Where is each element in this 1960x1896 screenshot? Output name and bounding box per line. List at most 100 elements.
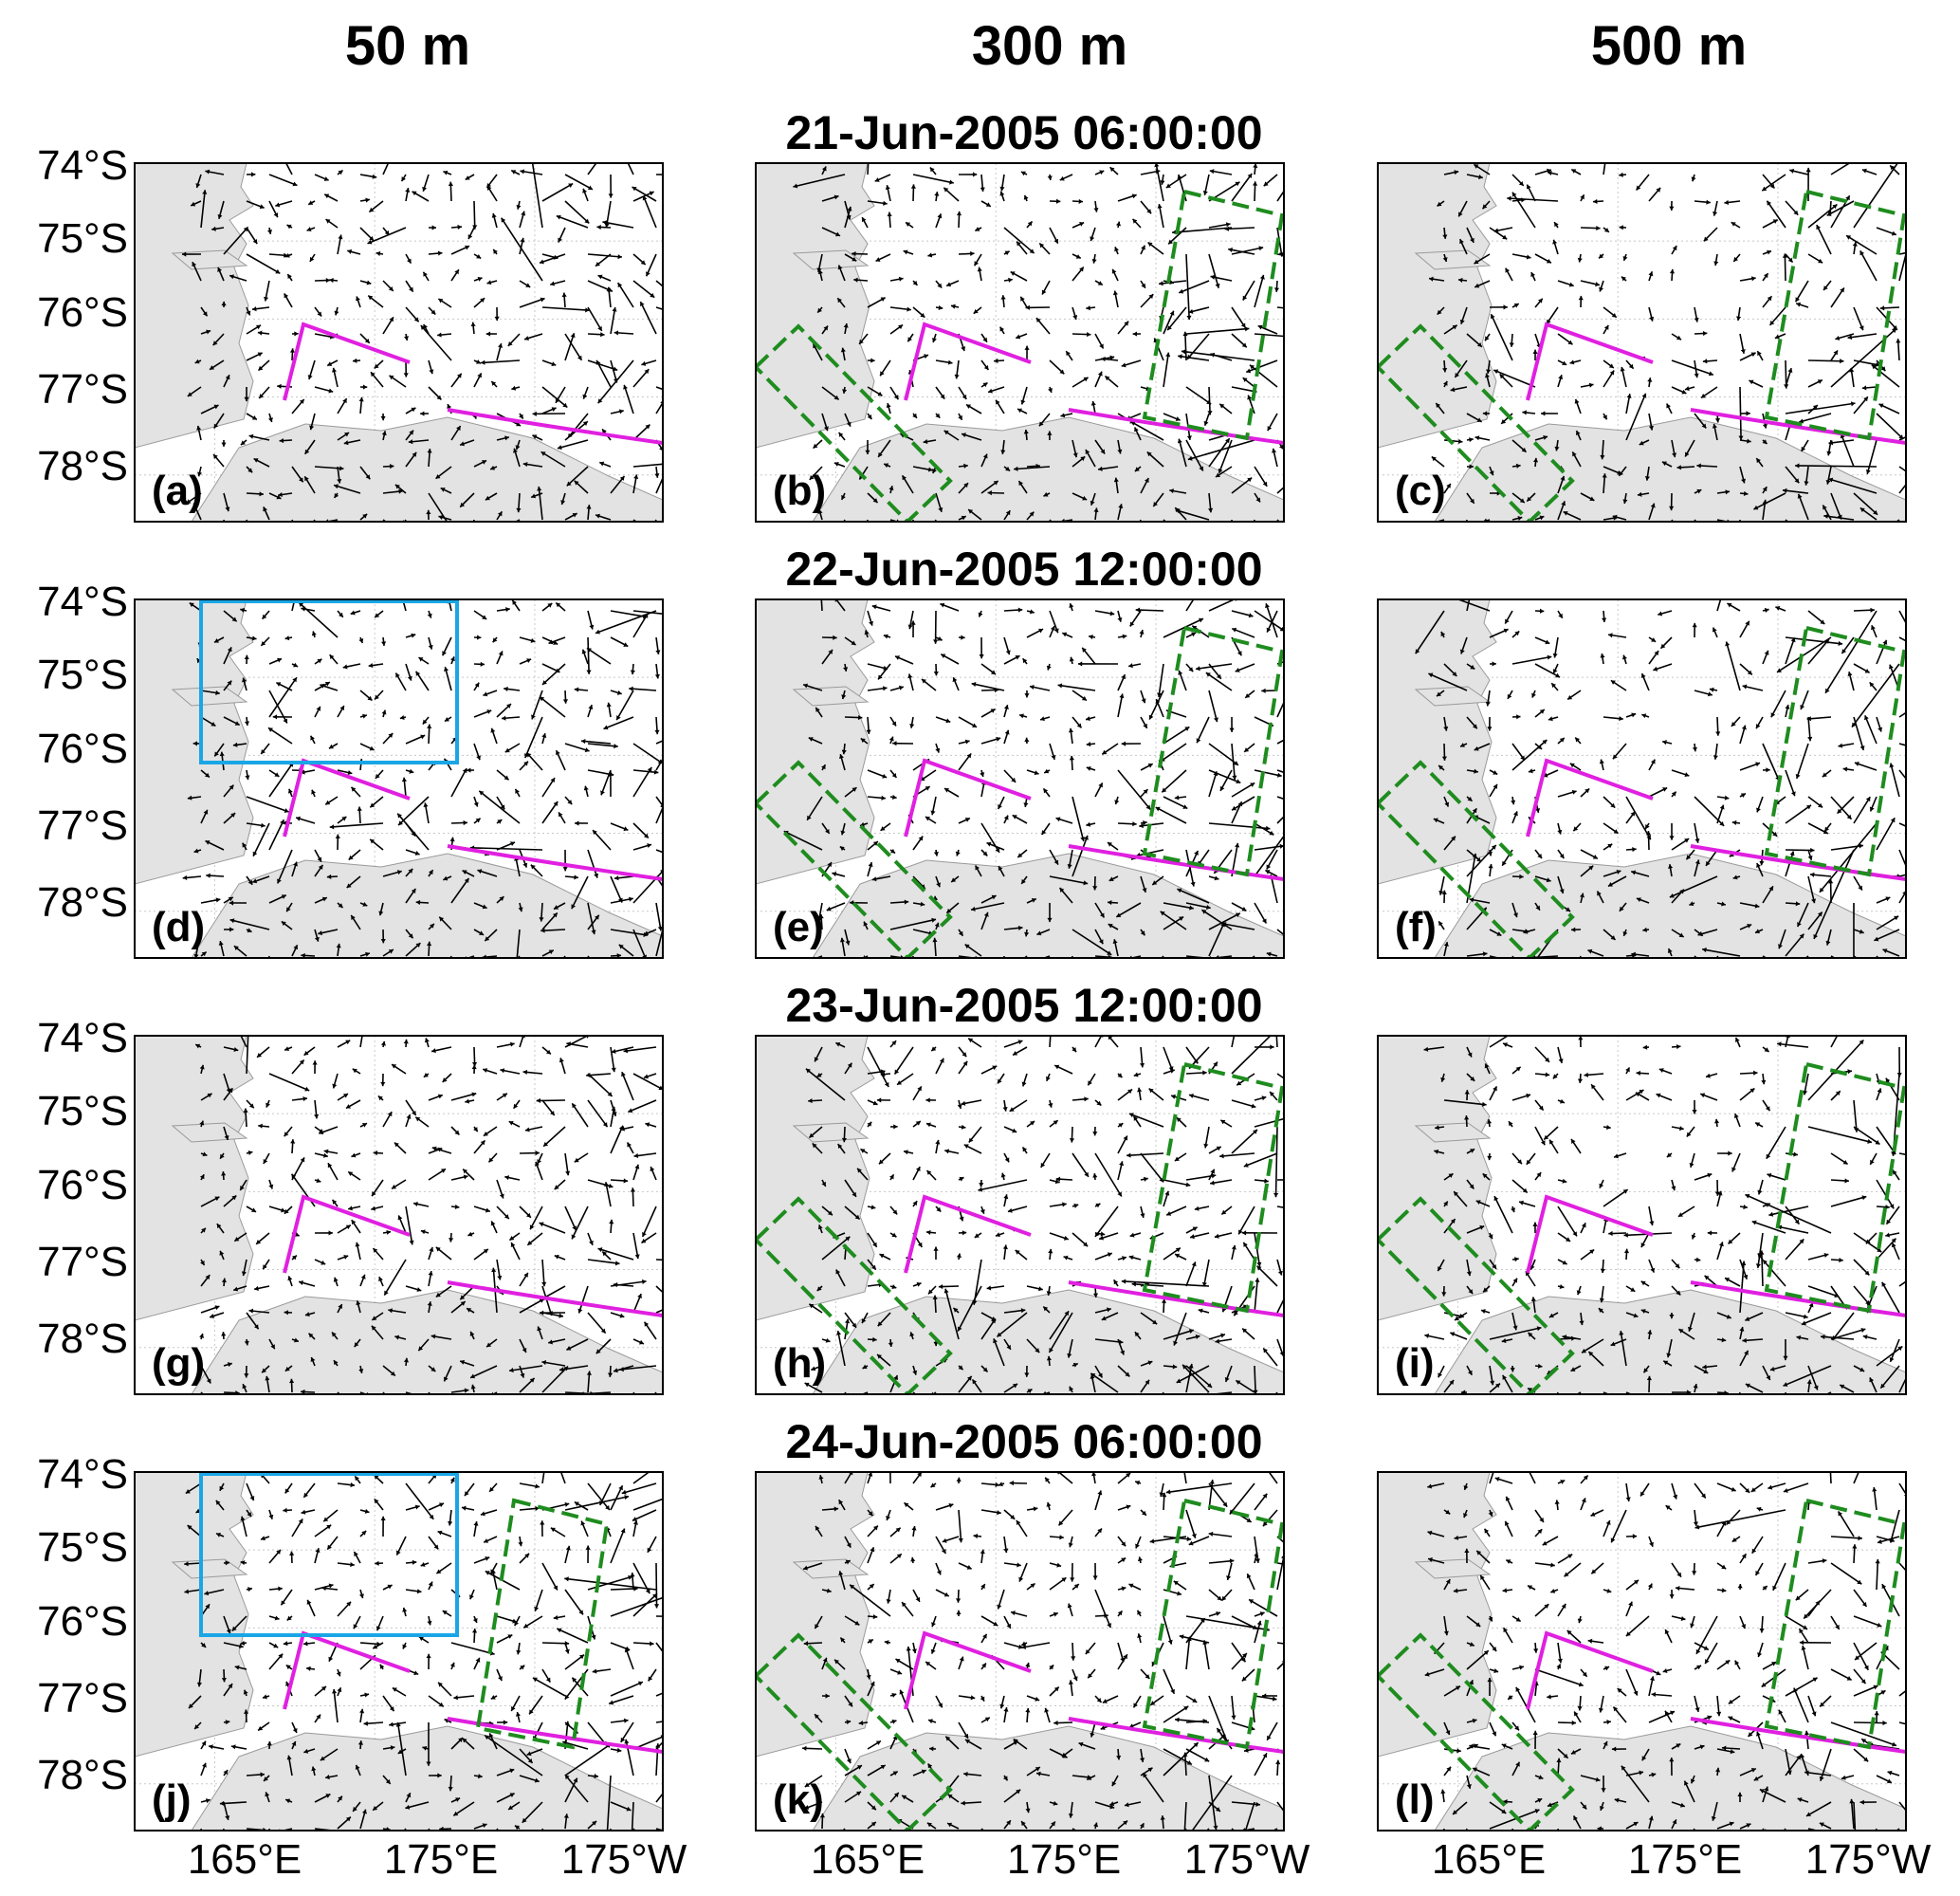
velocity-arrowhead: [860, 1149, 866, 1153]
velocity-arrowhead: [1122, 634, 1127, 639]
velocity-arrowhead: [1107, 1252, 1112, 1258]
velocity-arrowhead: [497, 819, 503, 824]
velocity-arrowhead: [1824, 638, 1829, 644]
velocity-arrowhead: [521, 211, 526, 216]
velocity-arrowhead: [1442, 367, 1448, 373]
velocity-arrowhead: [206, 873, 211, 878]
velocity-arrowhead: [454, 1204, 460, 1210]
velocity-arrow: [1785, 849, 1815, 852]
velocity-arrow: [1195, 663, 1233, 671]
velocity-arrowhead: [557, 445, 562, 451]
velocity-arrowhead: [457, 373, 462, 378]
velocity-arrowhead: [366, 280, 372, 285]
velocity-arrowhead: [1038, 1286, 1043, 1292]
velocity-arrowhead: [408, 933, 413, 939]
velocity-arrowhead: [338, 234, 343, 240]
velocity-arrowhead: [504, 775, 509, 781]
velocity-arrowhead: [617, 283, 623, 288]
velocity-arrowhead: [1794, 478, 1800, 484]
velocity-arrowhead: [1859, 843, 1863, 849]
velocity-arrow: [932, 1391, 937, 1394]
velocity-arrowhead: [616, 690, 622, 695]
velocity-arrowhead: [299, 1279, 303, 1285]
velocity-arrowhead: [522, 1347, 527, 1353]
velocity-arrow: [1511, 655, 1552, 665]
velocity-arrow: [893, 1046, 914, 1075]
velocity-arrowhead: [974, 1233, 980, 1238]
velocity-arrowhead: [1765, 1106, 1770, 1112]
velocity-arrowhead: [217, 267, 223, 272]
velocity-arrow: [632, 463, 663, 468]
velocity-arrowhead: [952, 677, 958, 683]
velocity-arrow: [602, 221, 634, 229]
velocity-arrowhead: [1132, 821, 1137, 827]
velocity-arrowhead: [1810, 847, 1815, 854]
velocity-arrowhead: [1090, 500, 1095, 506]
velocity-arrowhead: [1499, 374, 1505, 379]
velocity-arrowhead: [1807, 736, 1813, 742]
velocity-arrowhead: [793, 183, 798, 189]
velocity-arrowhead: [991, 670, 996, 675]
velocity-arrowhead: [420, 325, 426, 330]
velocity-arrow: [587, 253, 623, 258]
panel-frame: [134, 598, 664, 959]
velocity-arrowhead: [880, 297, 886, 303]
velocity-arrow: [1231, 247, 1264, 255]
velocity-arrowhead: [1050, 625, 1055, 631]
velocity-arrow: [820, 599, 823, 612]
velocity-arrowhead: [947, 359, 953, 365]
velocity-arrowhead: [1005, 510, 1011, 516]
velocity-arrowhead: [1825, 940, 1831, 946]
velocity-arrowhead: [1526, 184, 1531, 190]
velocity-arrowhead: [821, 764, 826, 770]
velocity-arrowhead: [1020, 171, 1026, 176]
velocity-arrowhead: [1822, 772, 1827, 778]
velocity-arrowhead: [486, 1342, 492, 1348]
velocity-arrowhead: [497, 1275, 503, 1280]
velocity-arrow: [1807, 875, 1816, 904]
velocity-arrowhead: [1636, 1070, 1641, 1077]
velocity-arrowhead: [667, 1297, 671, 1301]
velocity-arrowhead: [1145, 804, 1151, 810]
velocity-arrowhead: [1165, 352, 1171, 358]
velocity-arrowhead: [1865, 469, 1871, 474]
velocity-arrowhead: [584, 218, 590, 224]
velocity-arrowhead: [966, 753, 972, 759]
velocity-arrowhead: [1015, 1250, 1020, 1255]
velocity-arrowhead: [1847, 1069, 1852, 1075]
velocity-arrowhead: [962, 1060, 968, 1066]
velocity-arrowhead: [1437, 201, 1442, 207]
velocity-arrowhead: [548, 1339, 553, 1345]
velocity-arrowhead: [1754, 903, 1760, 909]
velocity-arrow: [298, 601, 339, 638]
velocity-arrowhead: [1122, 1256, 1127, 1261]
velocity-arrowhead: [186, 499, 192, 504]
velocity-arrowhead: [1861, 385, 1867, 391]
velocity-arrowhead: [1157, 692, 1163, 698]
velocity-arrowhead: [1233, 761, 1238, 765]
velocity-arrowhead: [595, 1349, 601, 1354]
velocity-arrowhead: [815, 707, 820, 712]
magenta-transect: [1068, 844, 1284, 881]
velocity-arrowhead: [457, 224, 462, 230]
velocity-arrowhead: [1027, 1389, 1033, 1394]
velocity-arrowhead: [365, 197, 370, 203]
velocity-arrowhead: [317, 311, 322, 317]
velocity-arrowhead: [347, 770, 353, 776]
velocity-arrowhead: [943, 430, 949, 435]
velocity-arrowhead: [595, 261, 600, 267]
velocity-arrowhead: [539, 1298, 544, 1303]
velocity-arrowhead: [1669, 206, 1675, 212]
velocity-arrowhead: [808, 1098, 813, 1104]
velocity-arrow: [1490, 313, 1513, 361]
velocity-arrowhead: [428, 644, 433, 650]
lat-label: 77°S: [37, 366, 128, 413]
velocity-arrowhead: [1513, 961, 1517, 966]
velocity-arrowhead: [304, 1086, 310, 1092]
velocity-arrowhead: [1452, 672, 1457, 676]
velocity-arrowhead: [1108, 924, 1113, 929]
velocity-arrow: [1178, 355, 1210, 361]
velocity-arrow: [564, 174, 594, 191]
velocity-arrowhead: [1828, 440, 1834, 446]
velocity-arrowhead: [1482, 1173, 1488, 1179]
